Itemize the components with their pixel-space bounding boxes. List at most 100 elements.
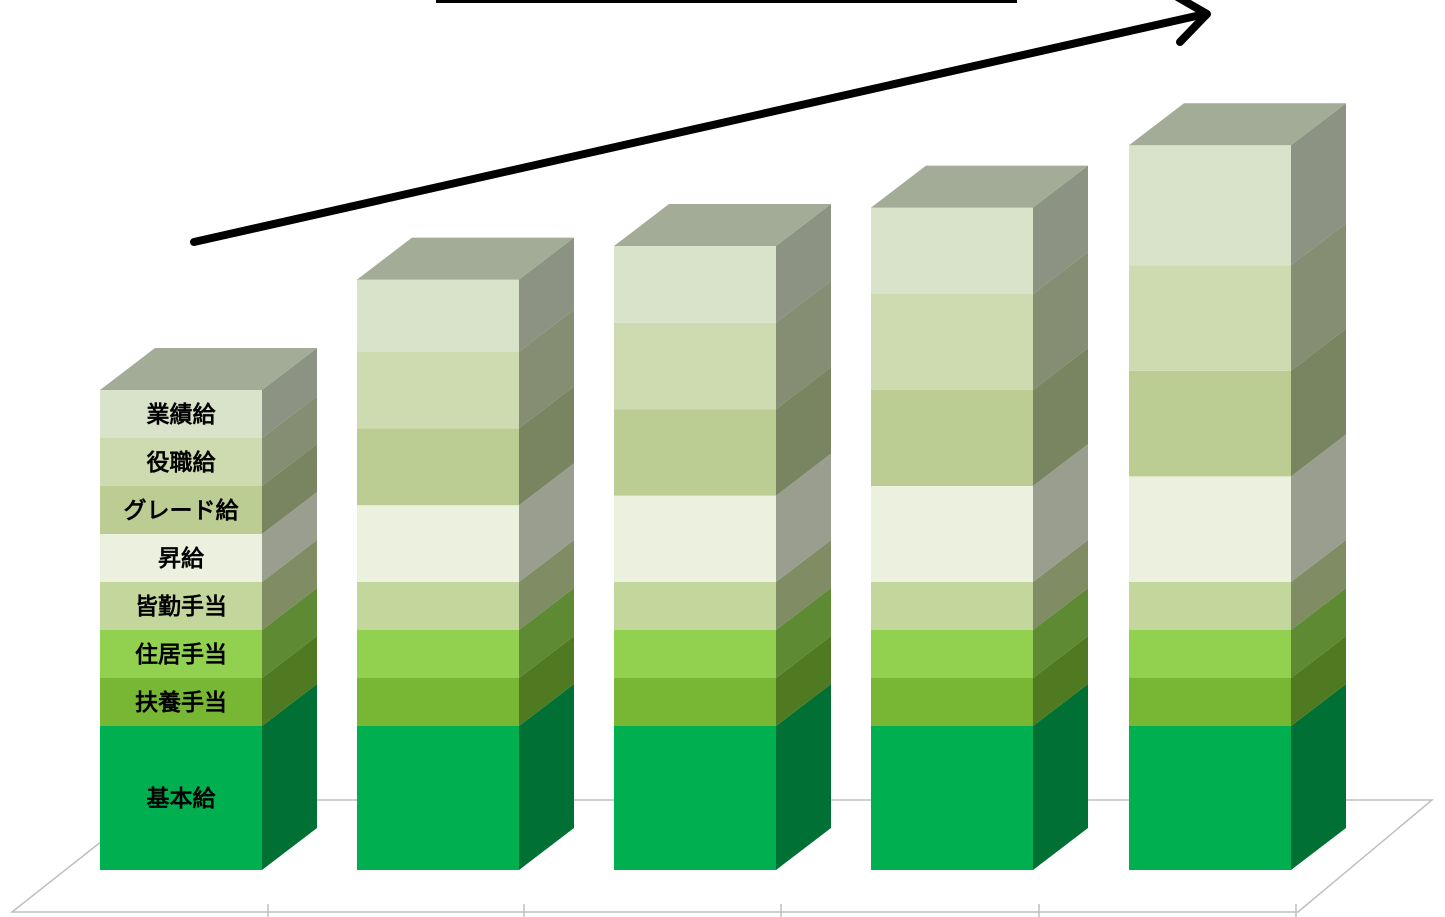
bar-segment-2-4 (614, 495, 776, 582)
bar-side-1-2 (519, 588, 574, 678)
bar-top-3 (871, 165, 1088, 208)
trend-arrow-head (1174, 0, 1211, 46)
bar-segment-0-5 (100, 486, 262, 534)
bar-side-3-4 (1033, 444, 1088, 582)
bar-segment-1-5 (357, 428, 519, 506)
bar-column-3 (871, 165, 1088, 870)
series-label-3: 皆勤手当 (135, 594, 227, 620)
segment-labels: 基本給 扶養手当 住居手当 皆勤手当 昇給 グレード給 役職給 業績給 (124, 401, 240, 812)
bar-top-1 (357, 237, 574, 280)
bar-side-3-2 (1033, 588, 1088, 678)
bar-segment-2-6 (614, 322, 776, 410)
bar-segment-2-7 (614, 246, 776, 323)
bar-column-4 (1129, 103, 1346, 870)
bar-segment-4-7 (1129, 145, 1291, 266)
bar-side-1-3 (519, 540, 574, 630)
trend-arrow-shaft (190, 10, 1209, 246)
bar-segment-0-7 (100, 390, 262, 438)
bar-top-0 (100, 348, 317, 390)
bar-side-4-3 (1291, 540, 1346, 630)
bar-side-2-7 (776, 204, 831, 323)
bar-side-2-5 (776, 367, 831, 496)
bar-segment-1-6 (357, 351, 519, 429)
bar-segment-1-4 (357, 505, 519, 582)
bar-side-0-2 (262, 588, 317, 678)
bar-side-2-0 (776, 684, 831, 870)
bar-side-0-1 (262, 636, 317, 726)
bar-segment-2-2 (614, 630, 776, 678)
bar-segment-3-2 (871, 630, 1033, 678)
bar-segment-3-4 (871, 486, 1033, 582)
bar-segment-3-3 (871, 582, 1033, 630)
bar-segment-3-6 (871, 294, 1033, 390)
bar-segment-2-5 (614, 409, 776, 496)
bar-segment-0-3 (100, 582, 262, 630)
bar-side-4-6 (1291, 223, 1346, 371)
bar-side-3-1 (1033, 636, 1088, 726)
bar-side-3-6 (1033, 252, 1088, 390)
series-label-5: グレード給 (124, 497, 240, 524)
bar-column-2 (614, 204, 831, 870)
bar-segment-0-1 (100, 678, 262, 726)
bar-column-1 (357, 237, 574, 870)
bar-column-0 (100, 348, 317, 870)
bar-segment-2-3 (614, 582, 776, 630)
bar-side-4-0 (1291, 684, 1346, 870)
bar-side-1-6 (519, 309, 574, 429)
series-label-6: 役職給 (147, 449, 217, 476)
bar-side-1-5 (519, 386, 574, 506)
bar-segment-4-3 (1129, 582, 1291, 630)
bar-segment-1-0 (357, 726, 519, 870)
bar-side-0-5 (262, 444, 317, 534)
bar-side-1-0 (519, 684, 574, 870)
bar-side-2-2 (776, 588, 831, 678)
bar-side-1-4 (519, 463, 574, 582)
bar-segment-1-3 (357, 582, 519, 630)
bar-side-3-0 (1033, 684, 1088, 870)
bar-segment-2-0 (614, 726, 776, 870)
series-label-1: 扶養手当 (135, 689, 227, 716)
bar-segment-0-0 (100, 726, 262, 870)
bar-segment-4-0 (1129, 726, 1291, 870)
bar-segment-2-1 (614, 678, 776, 726)
bar-side-0-7 (262, 348, 317, 438)
bar-segment-4-4 (1129, 476, 1291, 582)
bar-segment-0-6 (100, 438, 262, 486)
bar-segment-1-2 (357, 630, 519, 678)
series-label-7: 業績給 (146, 401, 217, 428)
bar-segment-3-1 (871, 678, 1033, 726)
bar-top-2 (614, 204, 831, 246)
bar-side-0-3 (262, 540, 317, 630)
bar-segment-4-1 (1129, 678, 1291, 726)
bar-segment-0-2 (100, 630, 262, 678)
bar-segment-4-2 (1129, 630, 1291, 678)
bar-top-4 (1129, 103, 1346, 146)
bar-side-1-1 (519, 636, 574, 726)
bar-side-4-7 (1291, 103, 1346, 266)
bar-segment-4-5 (1129, 370, 1291, 477)
bar-side-3-7 (1033, 165, 1088, 294)
bar-side-2-6 (776, 280, 831, 410)
bar-side-4-5 (1291, 328, 1346, 477)
bar-columns (100, 103, 1346, 870)
series-label-4: 昇給 (158, 545, 205, 572)
bar-segment-4-6 (1129, 265, 1291, 371)
bar-side-2-1 (776, 636, 831, 726)
bar-side-1-7 (519, 237, 574, 352)
bar-segment-1-1 (357, 678, 519, 726)
bar-side-0-4 (262, 492, 317, 582)
series-label-2: 住居手当 (135, 641, 227, 668)
bar-side-0-6 (262, 396, 317, 486)
bar-side-2-3 (776, 540, 831, 630)
trend-arrow (190, 0, 1211, 246)
bar-side-3-3 (1033, 540, 1088, 630)
bar-side-0-0 (262, 684, 317, 870)
series-label-0: 基本給 (147, 785, 217, 812)
bar-side-4-1 (1291, 636, 1346, 726)
bar-side-4-2 (1291, 588, 1346, 678)
bar-segment-3-7 (871, 207, 1033, 294)
bar-side-2-4 (776, 453, 831, 582)
bar-side-3-5 (1033, 348, 1088, 486)
bar-segment-1-7 (357, 279, 519, 352)
